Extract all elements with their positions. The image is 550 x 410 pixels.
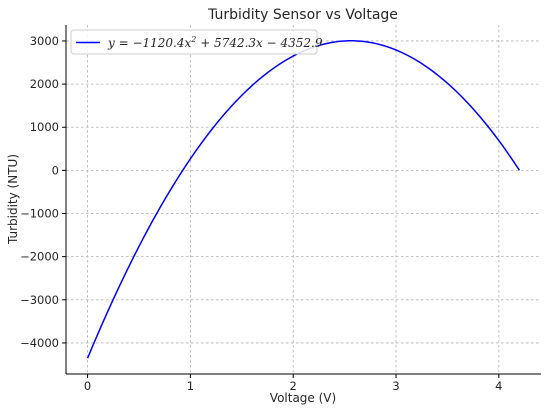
y-tick-label: −3000 <box>20 293 59 307</box>
y-tick-label: −1000 <box>20 207 59 221</box>
legend-box <box>70 29 318 55</box>
y-axis-label: Turbidity (NTU) <box>6 154 20 245</box>
legend: y = −1120.4x2 + 5742.3x − 4352.9 <box>70 29 323 55</box>
grid-lines <box>66 25 541 374</box>
y-tick-label: −2000 <box>20 250 59 264</box>
x-tick-label: 4 <box>495 379 502 393</box>
x-axis-label: Voltage (V) <box>270 391 336 405</box>
y-tick-label: 1000 <box>30 120 59 134</box>
axes-frame <box>65 25 541 375</box>
y-tick-label: 3000 <box>30 34 59 48</box>
y-tick-label: 2000 <box>30 77 59 91</box>
y-tick-label: 0 <box>52 163 59 177</box>
x-tick-label: 3 <box>392 379 399 393</box>
y-ticks: −4000 −3000 −2000 −1000 0 1000 2000 3000 <box>20 34 66 350</box>
legend-series-label: y = −1120.4x2 + 5742.3x − 4352.9 <box>107 35 323 50</box>
x-tick-label: 2 <box>290 379 297 393</box>
x-tick-label: 1 <box>187 379 194 393</box>
x-tick-label: 0 <box>84 379 91 393</box>
x-ticks: 0 1 2 3 4 <box>84 374 503 393</box>
series-layer <box>86 40 521 359</box>
chart-title: Turbidity Sensor vs Voltage <box>207 7 398 23</box>
series-line <box>86 40 521 359</box>
plot-area <box>66 25 541 374</box>
y-tick-label: −4000 <box>20 336 59 350</box>
